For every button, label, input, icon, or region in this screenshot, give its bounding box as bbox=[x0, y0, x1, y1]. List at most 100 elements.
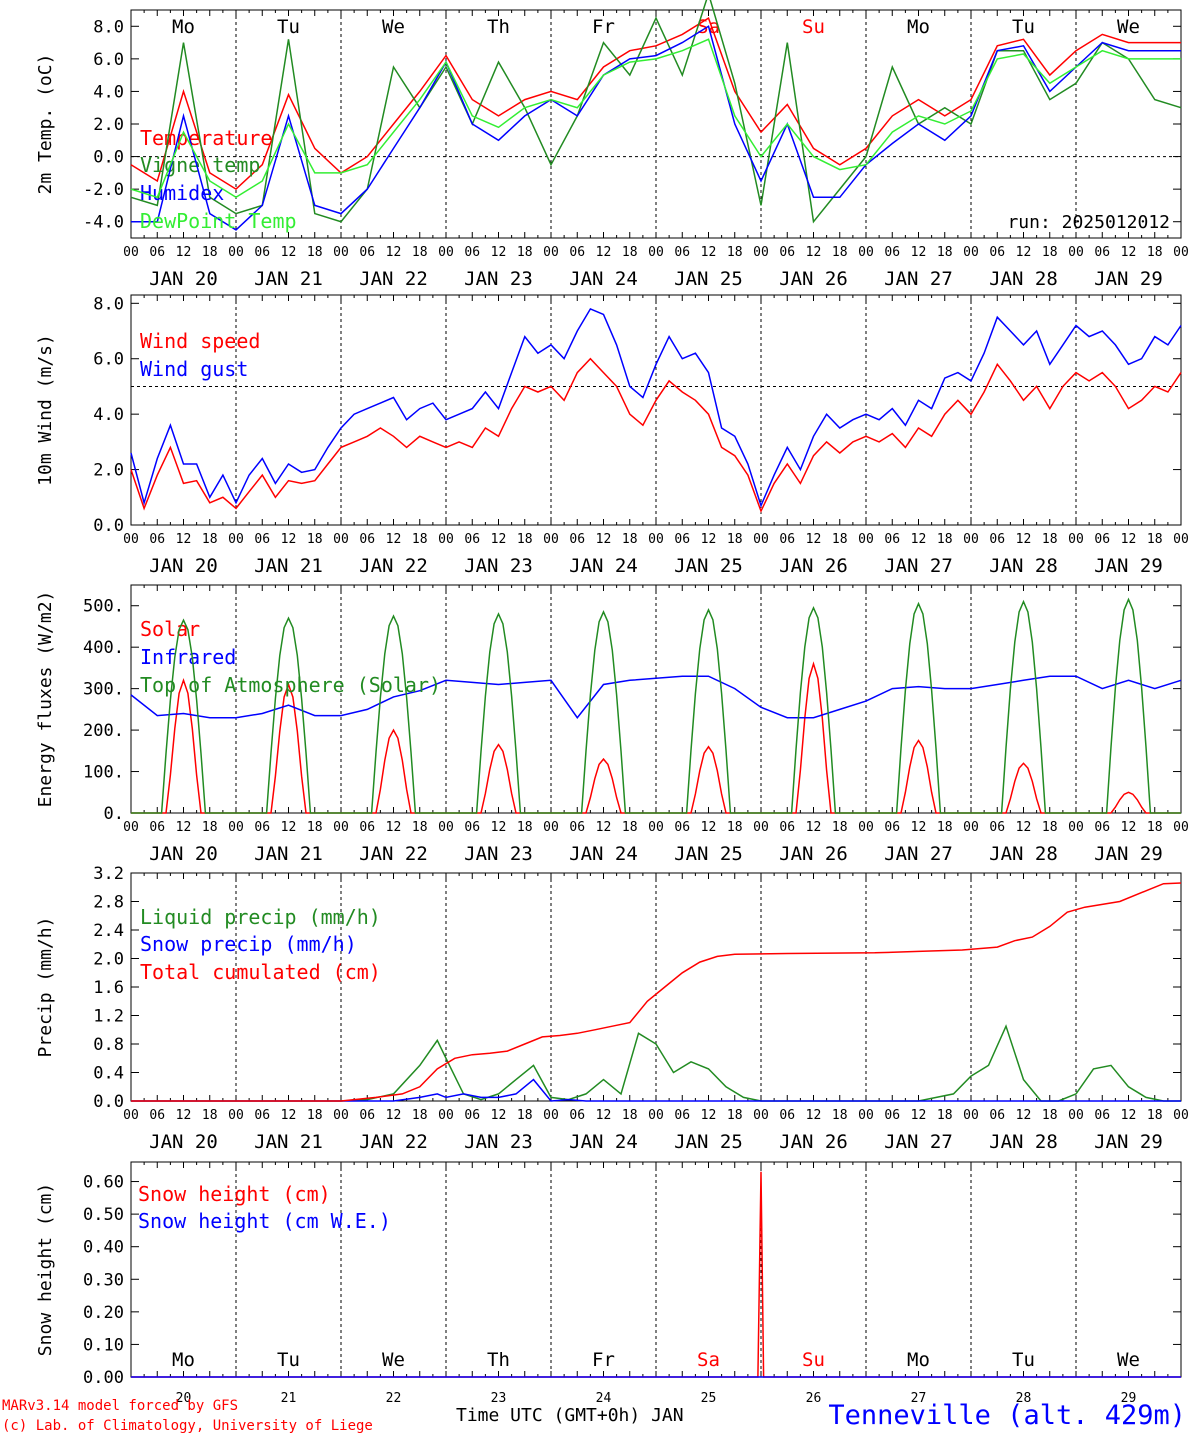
run-label: run: 2025012012 bbox=[1007, 212, 1170, 233]
panel-5-weekday-label: Tu bbox=[277, 1349, 300, 1371]
panel-2-hour-label: 00 bbox=[543, 532, 559, 547]
panel-1-date-label: JAN 29 bbox=[1094, 268, 1163, 290]
panel-2-legend-2: Wind gust bbox=[140, 357, 248, 381]
panel-3-hour-label: 00 bbox=[1173, 820, 1189, 835]
panel-5-day-number: 29 bbox=[1121, 1391, 1137, 1406]
panel-3-y-tick-label: 400. bbox=[83, 638, 124, 658]
panel-5-y-tick-label: 0.50 bbox=[83, 1205, 124, 1225]
panel-2-hour-label: 06 bbox=[464, 532, 480, 547]
panel-2-legend-1: Wind speed bbox=[140, 329, 260, 353]
panel-2-hour-label: 00 bbox=[438, 532, 454, 547]
panel-2-date-label: JAN 22 bbox=[359, 555, 428, 577]
panel-1-y-tick-label: -4.0 bbox=[83, 213, 124, 233]
panel-2-hour-label: 12 bbox=[491, 532, 507, 547]
panel-2-date-label: JAN 28 bbox=[989, 555, 1058, 577]
panel-1-hour-label: 12 bbox=[281, 245, 297, 260]
panel-2-date-label: JAN 24 bbox=[569, 555, 638, 577]
panel-3-hour-label: 06 bbox=[359, 820, 375, 835]
panel-4-hour-label: 18 bbox=[307, 1108, 323, 1123]
panel-1-hour-label: 18 bbox=[1147, 245, 1163, 260]
panel-2-series-2-line bbox=[130, 307, 1182, 508]
panel-5-weekday-label: Th bbox=[487, 1349, 510, 1371]
panel-1-hour-label: 12 bbox=[1016, 245, 1032, 260]
panel-1-hour-label: 00 bbox=[648, 245, 664, 260]
panel-2-hour-label: 00 bbox=[123, 532, 139, 547]
panel-2-y-tick-label: 2.0 bbox=[93, 461, 124, 481]
panel-1-hour-label: 00 bbox=[1068, 245, 1084, 260]
panel-1-hour-label: 00 bbox=[858, 245, 874, 260]
panel-1-date-label: JAN 28 bbox=[989, 268, 1058, 290]
panel-4-y-tick-label: 2.0 bbox=[93, 950, 124, 970]
panel-4-hour-label: 18 bbox=[412, 1108, 428, 1123]
panel-2-y-tick-label: 4.0 bbox=[93, 405, 124, 425]
panel-3-hour-label: 18 bbox=[412, 820, 428, 835]
panel-1-hour-label: 12 bbox=[491, 245, 507, 260]
panel-1-series-1-line bbox=[130, 16, 1181, 191]
panel-5-day-number: 23 bbox=[491, 1391, 507, 1406]
panel-1-hour-label: 18 bbox=[622, 245, 638, 260]
panel-2-date-label: JAN 20 bbox=[149, 555, 218, 577]
panel-1-hour-label: 06 bbox=[989, 245, 1005, 260]
panel-3-hour-label: 06 bbox=[1094, 820, 1110, 835]
panel-4-y-tick-label: 2.8 bbox=[93, 893, 124, 913]
panel-5-y-tick-label: 0.30 bbox=[83, 1270, 124, 1290]
panel-5-weekday-label: Tu bbox=[1012, 1349, 1035, 1371]
panel-3-hour-label: 00 bbox=[228, 820, 244, 835]
panel-2-hour-label: 12 bbox=[1121, 532, 1137, 547]
panel-4-hour-label: 00 bbox=[1173, 1108, 1189, 1123]
panel-4-date-label: JAN 26 bbox=[779, 1131, 848, 1153]
panel-4-date-label: JAN 24 bbox=[569, 1131, 638, 1153]
panel-1-y-tick-label: 2.0 bbox=[93, 115, 124, 135]
panel-1-weekday-label: We bbox=[382, 16, 405, 38]
panel-1-y-tick-label: 0.0 bbox=[93, 148, 124, 168]
panel-4-hour-label: 18 bbox=[832, 1108, 848, 1123]
panel-3-hour-label: 12 bbox=[911, 820, 927, 835]
panel-1-hour-label: 18 bbox=[937, 245, 953, 260]
panel-2-hour-label: 12 bbox=[911, 532, 927, 547]
panel-4-hour-label: 12 bbox=[806, 1108, 822, 1123]
panel-2-hour-label: 06 bbox=[569, 532, 585, 547]
panel-2-hour-label: 18 bbox=[832, 532, 848, 547]
lab-credit: (c) Lab. of Climatology, University of L… bbox=[2, 1418, 373, 1434]
panel-4-hour-label: 18 bbox=[1042, 1108, 1058, 1123]
panel-4-hour-label: 00 bbox=[123, 1108, 139, 1123]
panel-3-hour-label: 12 bbox=[491, 820, 507, 835]
panel-5-day-number: 21 bbox=[281, 1391, 297, 1406]
panel-4-hour-label: 06 bbox=[884, 1108, 900, 1123]
panel-3-date-label: JAN 26 bbox=[779, 843, 848, 865]
panel-3-hour-label: 06 bbox=[779, 820, 795, 835]
panel-2-hour-label: 18 bbox=[727, 532, 743, 547]
panel-2-hour-label: 00 bbox=[228, 532, 244, 547]
panel-4-hour-label: 00 bbox=[333, 1108, 349, 1123]
panel-1-weekday-label: Su bbox=[802, 16, 825, 38]
panel-4-hour-label: 12 bbox=[596, 1108, 612, 1123]
panel-3-hour-label: 12 bbox=[701, 820, 717, 835]
panel-3-hour-label: 06 bbox=[149, 820, 165, 835]
panel-4-hour-label: 12 bbox=[701, 1108, 717, 1123]
panel-1-hour-label: 12 bbox=[911, 245, 927, 260]
panel-3-hour-label: 12 bbox=[281, 820, 297, 835]
panel-3-hour-label: 00 bbox=[753, 820, 769, 835]
panel-2-series-1-line bbox=[130, 357, 1182, 514]
panel-2-date-label: JAN 21 bbox=[254, 555, 323, 577]
panel-2-hour-label: 18 bbox=[1042, 532, 1058, 547]
panel-3-hour-label: 18 bbox=[202, 820, 218, 835]
panel-5-weekday-label: We bbox=[1117, 1349, 1140, 1371]
panel-4-hour-label: 06 bbox=[359, 1108, 375, 1123]
panel-4-hour-label: 12 bbox=[1121, 1108, 1137, 1123]
panel-1-weekday-label: Tu bbox=[1012, 16, 1035, 38]
panel-3-hour-label: 18 bbox=[727, 820, 743, 835]
panel-2-hour-label: 06 bbox=[254, 532, 270, 547]
panel-2-hour-label: 00 bbox=[333, 532, 349, 547]
panel-2-hour-label: 00 bbox=[648, 532, 664, 547]
panel-1-legend-4: DewPoint Temp bbox=[140, 209, 297, 233]
panel-1-legend-2: Vigne temp bbox=[140, 153, 260, 177]
panel-1-hour-label: 12 bbox=[1121, 245, 1137, 260]
panel-2-hour-label: 06 bbox=[779, 532, 795, 547]
panel-3-legend-1: Solar bbox=[140, 617, 200, 641]
panel-4-hour-label: 18 bbox=[202, 1108, 218, 1123]
station-name: Tenneville (alt. 429m) bbox=[828, 1400, 1186, 1431]
panel-2-hour-label: 00 bbox=[963, 532, 979, 547]
panel-4-hour-label: 12 bbox=[281, 1108, 297, 1123]
panel-5-day-number: 26 bbox=[806, 1391, 822, 1406]
